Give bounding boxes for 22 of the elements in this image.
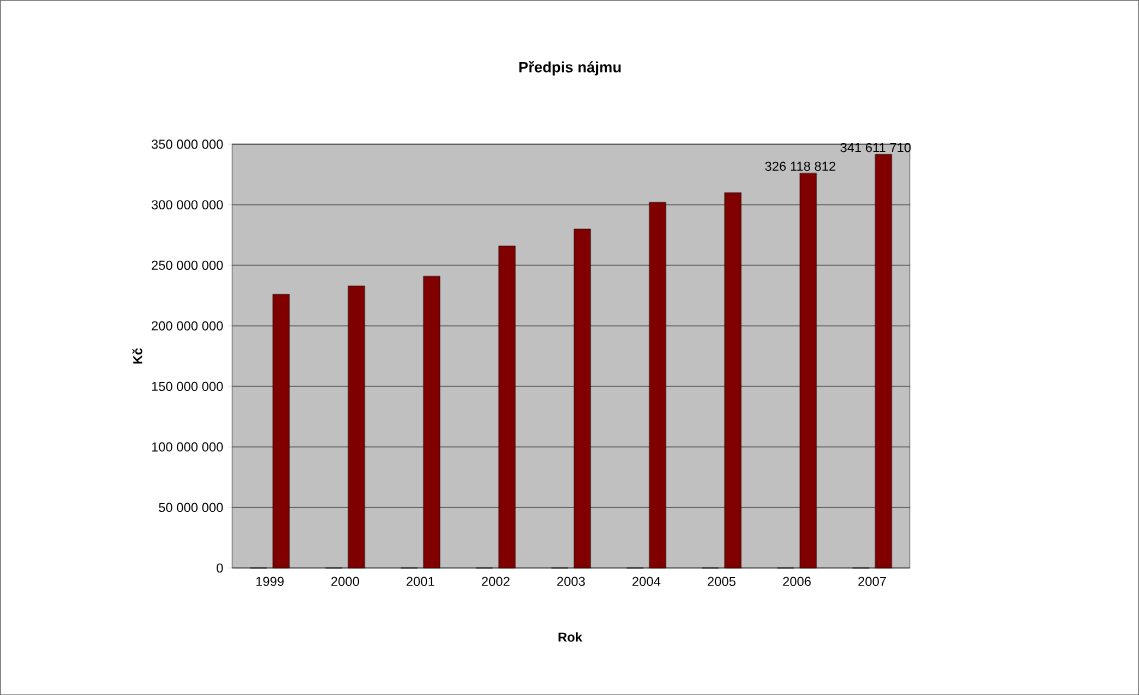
y-tick-label: 0	[216, 563, 223, 573]
data-label: 326 118 812	[765, 161, 836, 171]
x-tick-label: 1999	[256, 576, 284, 586]
x-tick-label: 2006	[783, 576, 811, 586]
y-axis-title: Kč	[132, 348, 143, 364]
y-tick-label: 350 000 000	[151, 139, 223, 149]
x-tick-label: 2004	[632, 576, 661, 586]
chart-title: Předpis nájmu	[519, 60, 621, 76]
x-tick-label: 2000	[331, 576, 360, 586]
data-label: 341 611 710	[840, 142, 911, 153]
y-tick-label: 50 000 000	[158, 502, 223, 512]
x-tick-label: 2005	[707, 576, 736, 586]
x-axis-title: Rok	[558, 632, 583, 642]
y-tick-label: 250 000 000	[151, 260, 223, 270]
y-tick-label: 200 000 000	[151, 321, 223, 331]
y-tick-label: 150 000 000	[152, 381, 223, 391]
x-tick-label: 2003	[557, 576, 585, 586]
x-tick-label: 2001	[406, 576, 435, 586]
y-tick-label: 100 000 000	[152, 442, 223, 452]
x-tick-label: 2007	[858, 576, 886, 586]
x-tick-label: 2002	[481, 576, 510, 586]
y-tick-label: 300 000 000	[151, 200, 223, 210]
